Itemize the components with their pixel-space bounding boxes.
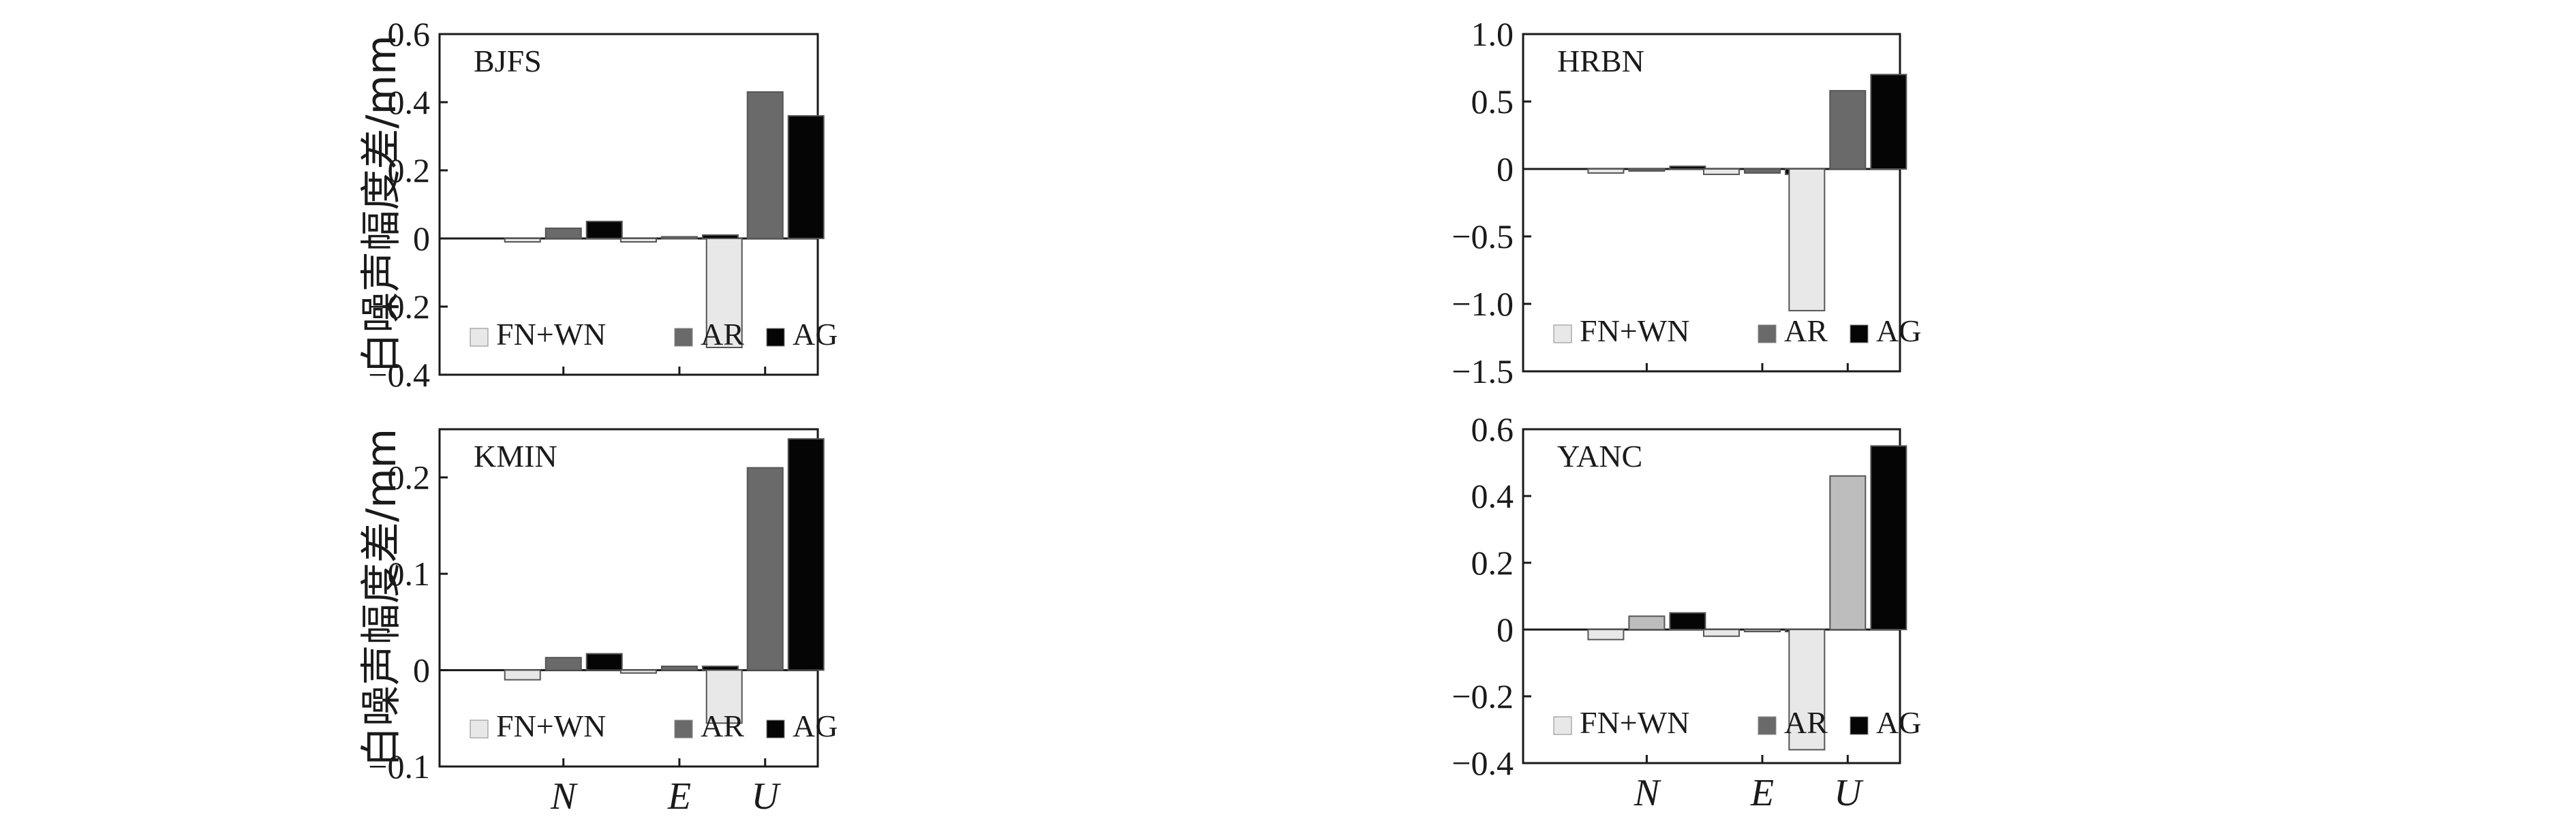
bar-ar-u <box>746 91 784 239</box>
bar-fn-wn-u <box>705 238 743 348</box>
bar-fn-wn-e <box>619 669 657 674</box>
chart-panel-kmin: −0.1 0 0.1 0.2 N E U KMIN FN+WN AR AG 白噪声幅度差/mm <box>358 428 838 818</box>
panel-title: YANC <box>1557 439 1642 474</box>
bar-ag-u <box>1870 445 1907 630</box>
chart-panel-bjfs: −0.4 −0.2 0 0.2 0.4 0.6 BJFS FN+WN AR AG 白噪声幅度差/mm <box>358 15 838 394</box>
y-tick-label: 0 <box>1497 610 1514 649</box>
bar-ar-e <box>660 236 698 240</box>
y-tick-label: 1.0 <box>1471 15 1514 53</box>
y-tick-label: 0 <box>413 219 430 258</box>
bar-ag-n <box>1669 612 1706 630</box>
bar-ar-u <box>1829 475 1867 630</box>
chart-panel-hrbn: −1.5 −1.0 −0.5 0 0.5 1.0 HRBN FN+WN AR AG <box>1452 15 1921 390</box>
y-tick-label: 0.2 <box>388 151 431 189</box>
y-tick-label: −1.5 <box>1452 352 1514 390</box>
bar-fn-wn-e <box>619 238 657 243</box>
legend-label: AR <box>701 709 744 743</box>
y-tick-label: 0.2 <box>388 459 431 497</box>
y-tick-label: 0.4 <box>1471 477 1514 515</box>
bar-fn-wn-e <box>1702 168 1740 175</box>
y-tick-label: −0.4 <box>368 356 430 394</box>
bar-ar-e <box>660 665 698 671</box>
bar-fn-wn-u <box>705 669 743 724</box>
bar-ar-e <box>1743 629 1781 632</box>
bar-ar-n <box>1628 615 1666 631</box>
y-tick-label: −1.0 <box>1452 285 1514 323</box>
legend-swatch-ag <box>1850 324 1869 343</box>
bar-fn-wn-u <box>1788 629 1826 751</box>
bar-ag-n <box>1669 166 1706 170</box>
legend-label: AR <box>1784 705 1828 740</box>
bar-ag-u <box>1870 74 1907 170</box>
y-tick-label: 0.2 <box>1471 544 1514 582</box>
legend-swatch-fn-wn <box>1553 324 1572 343</box>
legend-label: FN+WN <box>496 317 606 352</box>
legend-swatch-ar <box>1758 716 1777 735</box>
bar-ag-u <box>787 115 825 239</box>
legend-label: FN+WN <box>496 709 606 743</box>
legend-label: AG <box>793 317 838 352</box>
y-tick-label: 0.6 <box>1471 410 1514 448</box>
bar-fn-wn-n <box>504 238 541 243</box>
bar-ar-e <box>1743 168 1781 174</box>
y-tick-label: −0.4 <box>1452 744 1514 782</box>
y-tick-label: −0.5 <box>1452 217 1514 255</box>
legend-swatch-ag <box>766 719 785 739</box>
x-category-label: U <box>1834 772 1864 814</box>
legend-label: FN+WN <box>1580 705 1689 740</box>
panel-title: BJFS <box>474 44 542 78</box>
bar-fn-wn-n <box>504 669 541 681</box>
plot-frame <box>1522 33 1901 373</box>
legend-label: AG <box>793 709 838 743</box>
panel-title: KMIN <box>474 439 557 474</box>
legend-swatch-fn-wn <box>470 719 489 739</box>
x-category-label: E <box>1750 772 1774 814</box>
legend-swatch-ag <box>766 328 785 347</box>
legend-label: AR <box>1784 313 1828 348</box>
bar-fn-wn-n <box>1587 629 1625 640</box>
bar-fn-wn-e <box>1702 629 1740 637</box>
y-tick-label: 0.4 <box>388 83 431 121</box>
legend-swatch-ar <box>674 328 693 347</box>
y-tick-label: −0.2 <box>1452 677 1514 715</box>
bar-ar-u <box>1829 90 1867 170</box>
bar-ag-u <box>787 438 825 671</box>
bar-ar-n <box>545 228 582 239</box>
y-tick-label: 0.6 <box>388 15 431 53</box>
y-tick-label: 0 <box>413 651 430 690</box>
y-tick-label: 0 <box>1497 150 1514 188</box>
legend-label: FN+WN <box>1580 313 1689 348</box>
legend-swatch-ar <box>674 719 693 739</box>
legend-label: AG <box>1876 705 1921 740</box>
panel-title: HRBN <box>1557 44 1644 78</box>
legend-label: AG <box>1876 313 1921 348</box>
y-tick-label: −0.2 <box>368 288 430 326</box>
x-category-label: U <box>752 775 782 818</box>
bar-ar-n <box>1628 168 1666 172</box>
bar-ar-u <box>746 467 784 671</box>
bar-fn-wn-u <box>1788 168 1826 311</box>
legend-label: AR <box>701 317 744 352</box>
y-tick-label: 0.5 <box>1471 82 1514 121</box>
legend-swatch-ar <box>1758 324 1777 343</box>
y-axis-label: 白噪声幅度差/mm <box>358 35 405 373</box>
legend-swatch-ag <box>1850 716 1869 735</box>
x-category-label: N <box>1634 772 1661 814</box>
bar-fn-wn-n <box>1587 168 1625 174</box>
bar-ar-n <box>545 657 582 671</box>
bar-ag-n <box>585 653 623 671</box>
legend-swatch-fn-wn <box>470 328 489 347</box>
y-tick-label: −0.1 <box>368 747 430 786</box>
x-category-label: N <box>550 775 578 818</box>
bar-ag-n <box>585 221 623 239</box>
legend-swatch-fn-wn <box>1553 716 1572 735</box>
y-axis-label: 白噪声幅度差/mm <box>358 429 405 767</box>
y-tick-label: 0.1 <box>388 555 431 593</box>
x-category-label: E <box>667 775 691 818</box>
chart-panel-yanc: −0.4 −0.2 0 0.2 0.4 0.6 N E U YANC FN+WN AR AG <box>1452 410 1921 814</box>
